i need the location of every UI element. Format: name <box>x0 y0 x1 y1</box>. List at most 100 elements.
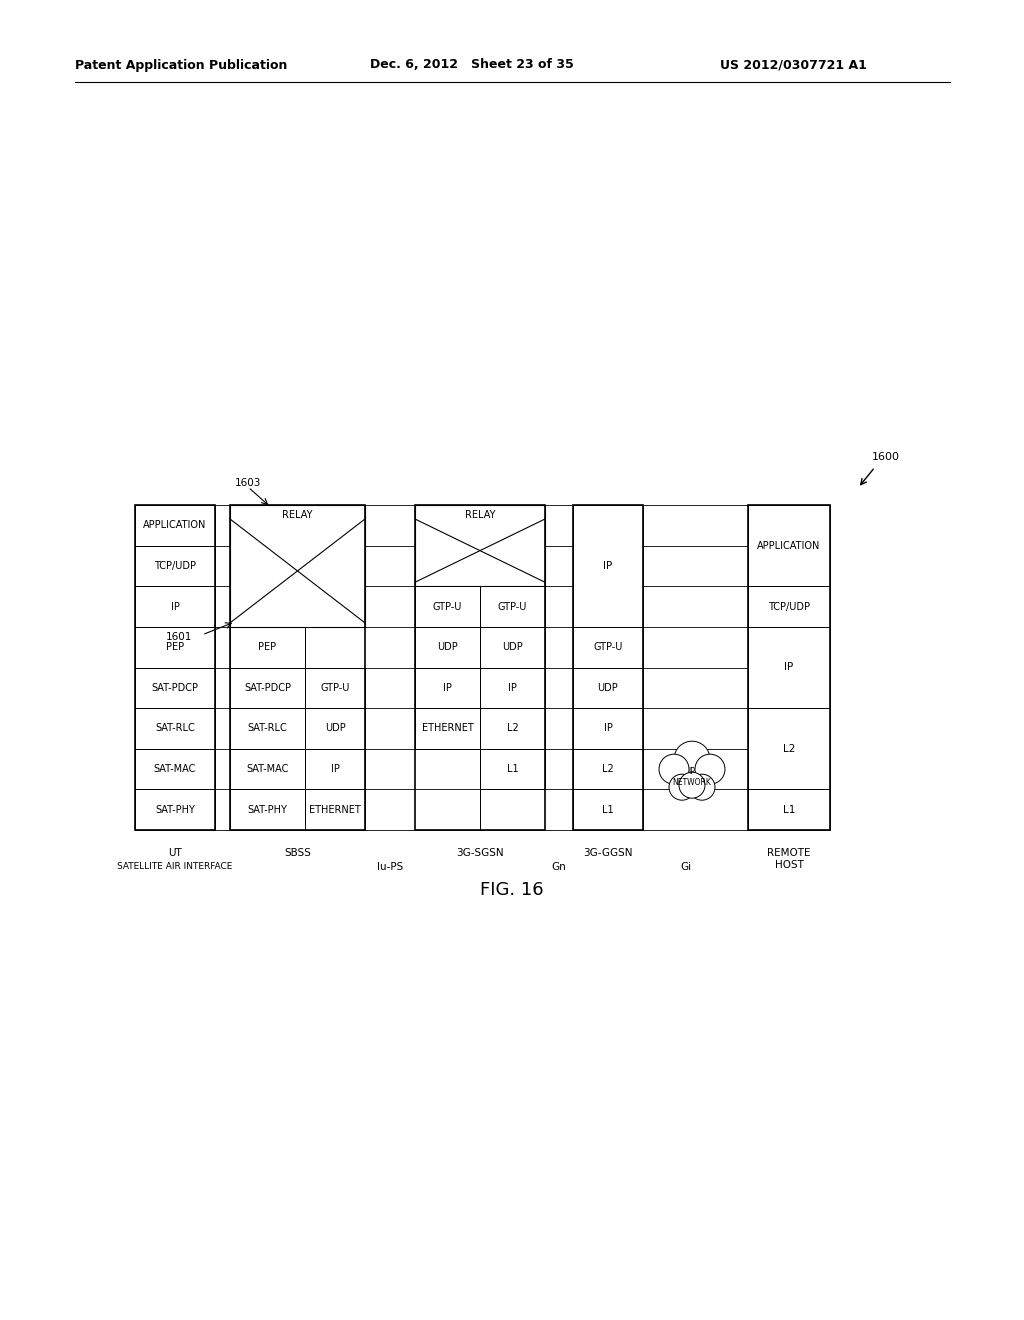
Bar <box>305 748 365 789</box>
Circle shape <box>674 742 710 777</box>
Bar <box>135 545 215 586</box>
Bar <box>573 748 643 789</box>
Text: REMOTE
HOST: REMOTE HOST <box>767 847 811 870</box>
Text: SAT-RLC: SAT-RLC <box>248 723 288 734</box>
Bar <box>748 506 830 586</box>
Bar <box>135 586 215 627</box>
Bar <box>230 708 305 748</box>
Text: SAT-PHY: SAT-PHY <box>155 805 195 814</box>
Text: L1: L1 <box>782 805 796 814</box>
Bar <box>573 506 643 830</box>
Bar <box>480 627 545 668</box>
Text: US 2012/0307721 A1: US 2012/0307721 A1 <box>720 58 867 71</box>
Text: L2: L2 <box>507 723 518 734</box>
Text: GTP-U: GTP-U <box>593 643 623 652</box>
Bar <box>480 586 545 627</box>
Text: 1601: 1601 <box>166 632 193 642</box>
Bar <box>135 506 215 545</box>
Bar <box>305 708 365 748</box>
Text: L2: L2 <box>602 764 613 774</box>
Bar <box>415 627 480 668</box>
Circle shape <box>689 775 715 800</box>
Circle shape <box>679 772 705 799</box>
Bar <box>230 748 305 789</box>
Bar <box>135 668 215 708</box>
Text: RELAY: RELAY <box>283 510 312 520</box>
Text: Iu-PS: Iu-PS <box>377 862 403 873</box>
Text: UDP: UDP <box>502 643 523 652</box>
Bar <box>573 627 643 668</box>
Text: UDP: UDP <box>325 723 345 734</box>
Bar <box>748 627 830 708</box>
Text: PEP: PEP <box>166 643 184 652</box>
Text: SAT-PDCP: SAT-PDCP <box>152 682 199 693</box>
Text: GTP-U: GTP-U <box>433 602 462 611</box>
Text: 3G-SGSN: 3G-SGSN <box>456 847 504 858</box>
Text: ETHERNET: ETHERNET <box>309 805 360 814</box>
Text: SAT-PHY: SAT-PHY <box>248 805 288 814</box>
Text: TCP/UDP: TCP/UDP <box>768 602 810 611</box>
Text: APPLICATION: APPLICATION <box>758 541 820 550</box>
Bar <box>573 668 643 708</box>
Bar <box>415 506 545 586</box>
Circle shape <box>669 775 695 800</box>
Text: SAT-MAC: SAT-MAC <box>154 764 197 774</box>
Bar <box>415 708 480 748</box>
Text: SATELLITE AIR INTERFACE: SATELLITE AIR INTERFACE <box>118 862 232 871</box>
Text: UDP: UDP <box>437 643 458 652</box>
Bar <box>135 627 215 668</box>
Text: Patent Application Publication: Patent Application Publication <box>75 58 288 71</box>
Bar <box>230 506 365 830</box>
Bar <box>305 668 365 708</box>
Bar <box>573 506 643 627</box>
Bar <box>480 748 545 789</box>
Text: 3G-GGSN: 3G-GGSN <box>584 847 633 858</box>
Text: Dec. 6, 2012   Sheet 23 of 35: Dec. 6, 2012 Sheet 23 of 35 <box>370 58 573 71</box>
Text: Gi: Gi <box>680 862 691 873</box>
Bar <box>573 789 643 830</box>
Text: 1603: 1603 <box>234 478 261 488</box>
Text: FIG. 16: FIG. 16 <box>480 880 544 899</box>
Bar <box>573 708 643 748</box>
Text: IP: IP <box>603 561 612 572</box>
Text: IP: IP <box>603 723 612 734</box>
Text: L1: L1 <box>602 805 613 814</box>
Bar <box>415 506 545 830</box>
Bar <box>748 789 830 830</box>
Text: APPLICATION: APPLICATION <box>143 520 207 531</box>
Text: SBSS: SBSS <box>284 847 311 858</box>
Bar <box>480 668 545 708</box>
Bar <box>230 668 305 708</box>
Text: SAT-MAC: SAT-MAC <box>247 764 289 774</box>
Bar <box>135 748 215 789</box>
Bar <box>415 586 480 627</box>
Bar <box>748 586 830 627</box>
Bar <box>230 506 365 627</box>
Text: IP: IP <box>443 682 452 693</box>
Text: SAT-PDCP: SAT-PDCP <box>244 682 291 693</box>
Text: L2: L2 <box>782 743 796 754</box>
Text: TCP/UDP: TCP/UDP <box>154 561 196 572</box>
Text: UT: UT <box>168 847 182 858</box>
Circle shape <box>695 754 725 784</box>
Text: IP: IP <box>784 663 794 672</box>
Text: GTP-U: GTP-U <box>321 682 349 693</box>
Bar <box>230 789 305 830</box>
Bar <box>415 668 480 708</box>
Text: SAT-RLC: SAT-RLC <box>155 723 195 734</box>
Text: IP: IP <box>171 602 179 611</box>
Text: PEP: PEP <box>258 643 276 652</box>
Text: ETHERNET: ETHERNET <box>422 723 473 734</box>
Text: Gn: Gn <box>552 862 566 873</box>
Circle shape <box>659 754 689 784</box>
Text: 1600: 1600 <box>872 451 900 462</box>
Bar <box>748 708 830 789</box>
Text: RELAY: RELAY <box>465 510 496 520</box>
Text: IP
NETWORK: IP NETWORK <box>673 767 712 787</box>
Bar <box>305 789 365 830</box>
Bar <box>748 506 830 830</box>
Text: IP: IP <box>508 682 517 693</box>
Bar <box>135 506 215 830</box>
Bar <box>480 708 545 748</box>
Bar <box>135 789 215 830</box>
